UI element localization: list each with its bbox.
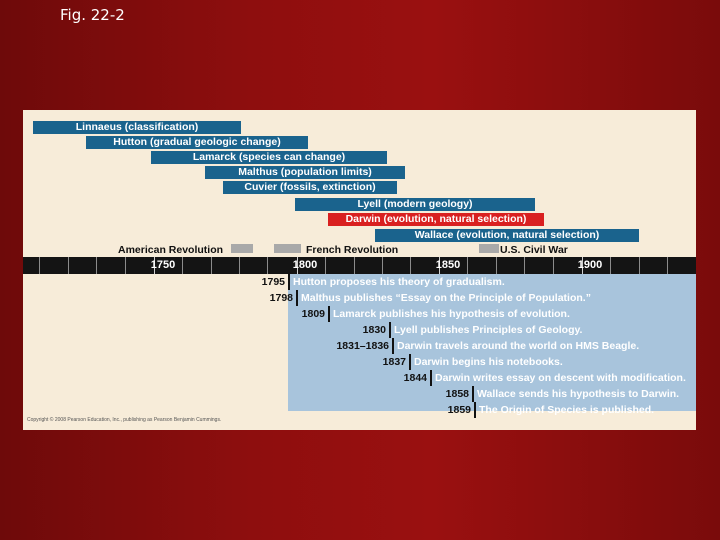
bar-lyell: Lyell (modern geology) — [295, 198, 535, 211]
year-label-1900: 1900 — [577, 259, 603, 271]
event-row-1830: 1830 Lyell publishes Principles of Geolo… — [362, 322, 583, 338]
events-panel — [288, 274, 696, 411]
tick-1750 — [154, 257, 155, 274]
tick-1900 — [582, 257, 583, 274]
year-label-1750: 1750 — [150, 259, 176, 271]
event-row-1798: 1798 Malthus publishes “Essay on the Pri… — [269, 290, 591, 306]
bar-lamarck: Lamarck (species can change) — [151, 151, 387, 164]
tick-1800 — [297, 257, 298, 274]
event-row-1844: 1844 Darwin writes essay on descent with… — [403, 370, 686, 386]
event-row-1858: 1858 Wallace sends his hypothesis to Dar… — [445, 386, 680, 402]
bar-malthus: Malthus (population limits) — [205, 166, 405, 179]
civil-war-marker — [479, 244, 499, 253]
event-row-1837: 1837 Darwin begins his notebooks. — [382, 354, 563, 370]
year-label-1800: 1800 — [292, 259, 318, 271]
timeline-axis: 1750 1800 1850 1900 — [23, 257, 696, 274]
event-row-1809: 1809 Lamarck publishes his hypothesis of… — [301, 306, 570, 322]
year-label-1850: 1850 — [435, 259, 461, 271]
event-row-1859: 1859 The Origin of Species is published. — [447, 402, 655, 418]
slide-title: Fig. 22-2 — [60, 6, 125, 24]
american-revolution-marker — [231, 244, 253, 253]
french-revolution-marker — [274, 244, 301, 253]
tick-1850 — [439, 257, 440, 274]
event-us-civil-war: U.S. Civil War — [500, 244, 568, 256]
bar-cuvier: Cuvier (fossils, extinction) — [223, 181, 397, 194]
bar-linnaeus: Linnaeus (classification) — [33, 121, 241, 134]
bar-darwin: Darwin (evolution, natural selection) — [328, 213, 544, 226]
event-row-1795: 1795 Hutton proposes his theory of gradu… — [261, 274, 505, 290]
event-american-revolution: American Revolution — [118, 244, 224, 256]
bar-hutton: Hutton (gradual geologic change) — [86, 136, 308, 149]
bar-wallace: Wallace (evolution, natural selection) — [375, 229, 639, 242]
event-row-1831-1836: 1831–1836 Darwin travels around the worl… — [336, 338, 640, 354]
copyright-credit: Copyright © 2008 Pearson Education, Inc.… — [27, 417, 222, 423]
event-french-revolution: French Revolution — [306, 244, 399, 256]
timeline-figure: Linnaeus (classification) Hutton (gradua… — [23, 110, 696, 430]
